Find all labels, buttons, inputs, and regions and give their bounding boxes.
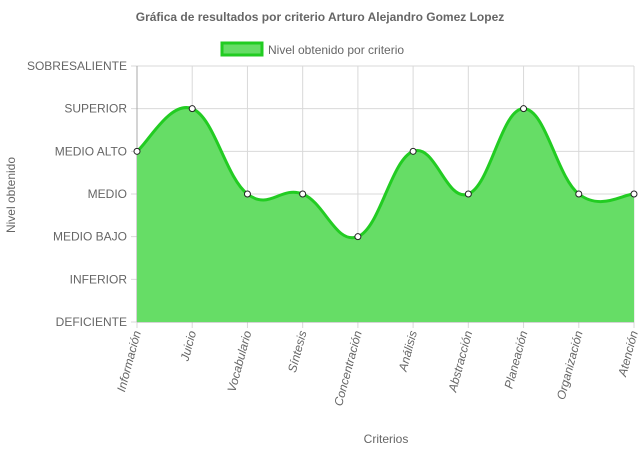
data-point[interactable] [630, 190, 638, 198]
y-tick-label: MEDIO [88, 187, 127, 201]
data-point[interactable] [520, 105, 528, 113]
x-axis: Información Juicio Vocabulario Síntesis Conc… [114, 329, 639, 408]
series-line [135, 106, 635, 240]
legend-label[interactable]: Nivel obtenido por criterio [268, 43, 404, 57]
y-tick-label: SOBRESALIENTE [27, 59, 127, 73]
x-tick-label: Juicio [177, 329, 199, 364]
x-axis-title: Criterios [364, 432, 409, 446]
x-tick-label: Análisis [396, 329, 420, 374]
x-tick-label: Abstracción [445, 329, 475, 394]
x-tick-label: Organización [554, 329, 586, 401]
legend[interactable]: Nivel obtenido por criterio [220, 41, 404, 57]
y-axis-title: Nivel obtenido [4, 157, 18, 233]
y-tick-label: MEDIO ALTO [55, 144, 127, 158]
series-area-fill [137, 107, 634, 322]
y-axis: DEFICIENTE INFERIOR MEDIO BAJO MEDIO MEDIO A… [27, 59, 127, 329]
y-tick-label: MEDIO BAJO [53, 230, 127, 244]
data-point[interactable] [299, 190, 307, 198]
data-point[interactable] [133, 147, 141, 155]
x-tick-label: Vocabulario [225, 329, 255, 394]
x-tick-label: Planeación [502, 329, 531, 390]
x-tick-label: Síntesis [285, 329, 310, 374]
plot-area [133, 105, 638, 322]
data-point[interactable] [409, 147, 417, 155]
y-tick-label: DEFICIENTE [56, 315, 127, 329]
data-point[interactable] [188, 105, 196, 113]
data-point[interactable] [243, 190, 251, 198]
x-tick-label: Información [114, 329, 144, 393]
data-point[interactable] [575, 190, 583, 198]
y-tick-label: SUPERIOR [64, 102, 127, 116]
data-point[interactable] [354, 233, 362, 241]
chart-title: Gráfica de resultados por criterio Artur… [136, 10, 505, 24]
y-tick-label: INFERIOR [70, 272, 128, 286]
legend-swatch[interactable] [220, 41, 264, 57]
x-tick-label: Concentración [331, 329, 365, 408]
x-tick-label: Atención [615, 329, 639, 379]
data-point[interactable] [464, 190, 472, 198]
